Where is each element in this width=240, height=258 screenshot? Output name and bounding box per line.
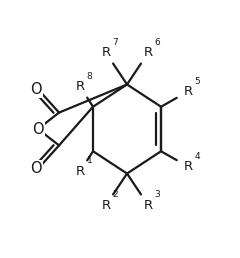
- Text: O: O: [30, 161, 42, 176]
- Text: 2: 2: [113, 190, 118, 199]
- Text: R: R: [183, 160, 192, 173]
- Text: 3: 3: [155, 190, 161, 199]
- Text: R: R: [101, 46, 110, 59]
- Text: R: R: [183, 85, 192, 98]
- Text: R: R: [144, 46, 153, 59]
- Text: 1: 1: [87, 156, 92, 165]
- Text: 7: 7: [113, 38, 118, 47]
- Text: R: R: [76, 165, 85, 178]
- Text: O: O: [30, 82, 42, 97]
- Text: R: R: [144, 199, 153, 212]
- Text: 8: 8: [87, 72, 92, 81]
- Text: 6: 6: [155, 38, 161, 47]
- Text: 5: 5: [195, 77, 200, 86]
- Text: R: R: [76, 80, 85, 93]
- Text: O: O: [32, 122, 44, 136]
- Text: 4: 4: [195, 152, 200, 161]
- Text: R: R: [101, 199, 110, 212]
